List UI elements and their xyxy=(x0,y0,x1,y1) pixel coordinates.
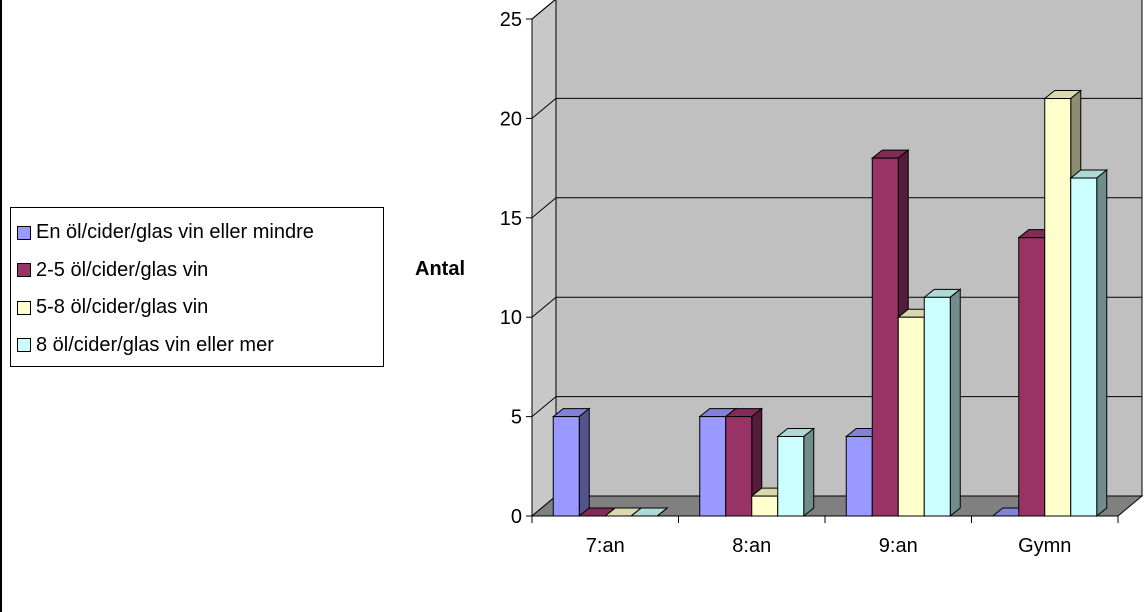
bar xyxy=(725,416,753,517)
bar xyxy=(897,316,925,517)
bar xyxy=(699,416,727,517)
bar xyxy=(923,296,951,517)
bar-side xyxy=(1096,168,1108,518)
gridline-side xyxy=(531,0,556,20)
bar xyxy=(1070,177,1098,517)
x-tick-label: 9:an xyxy=(879,535,918,557)
plot-side-wall xyxy=(531,0,557,518)
bar-side xyxy=(578,407,590,518)
y-tick-label: 5 xyxy=(511,407,522,429)
x-tick-label: 8:an xyxy=(732,535,771,557)
bar xyxy=(1018,237,1046,517)
legend-item: 8 öl/cider/glas vin eller mer xyxy=(17,327,383,365)
x-tick-label: 7:an xyxy=(586,535,625,557)
bar-side xyxy=(949,288,961,518)
legend-swatch xyxy=(17,300,31,315)
y-tick-label: 0 xyxy=(511,506,522,528)
legend-label: 5-8 öl/cider/glas vin xyxy=(36,296,209,319)
bar xyxy=(871,157,899,517)
legend-item: 2-5 öl/cider/glas vin xyxy=(17,252,383,290)
legend-label: 8 öl/cider/glas vin eller mer xyxy=(36,333,274,356)
bar-side xyxy=(803,427,815,518)
gridline-side xyxy=(531,197,557,219)
legend-item: En öl/cider/glas vin eller mindre xyxy=(17,214,383,252)
gridline-side xyxy=(531,98,557,119)
bar xyxy=(777,435,805,517)
bar xyxy=(751,495,779,517)
bar xyxy=(552,416,580,517)
bar xyxy=(1044,98,1072,517)
bar-side xyxy=(656,507,668,517)
y-tick-label: 10 xyxy=(500,307,522,329)
legend-swatch xyxy=(17,225,31,240)
legend-label: 2-5 öl/cider/glas vin xyxy=(36,258,209,281)
legend-item: 5-8 öl/cider/glas vin xyxy=(17,289,383,327)
legend-swatch xyxy=(17,338,31,353)
x-tick-label: Gymn xyxy=(1018,535,1071,557)
y-axis-label: Antal xyxy=(415,258,465,280)
y-tick-label: 25 xyxy=(500,9,522,31)
gridline-side xyxy=(531,296,557,318)
legend-label: En öl/cider/glas vin eller mindre xyxy=(36,221,314,244)
legend-swatch xyxy=(17,263,31,278)
legend: En öl/cider/glas vin eller mindre 2-5 öl/… xyxy=(10,207,384,367)
bar xyxy=(845,435,873,517)
gridline-side xyxy=(531,396,557,417)
y-tick-label: 20 xyxy=(500,108,522,130)
y-tick-label: 15 xyxy=(500,208,522,230)
